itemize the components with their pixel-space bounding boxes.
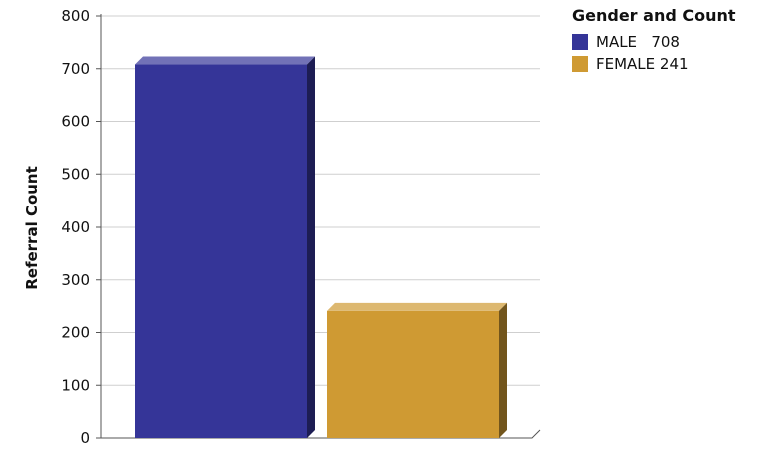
- bar-female: [327, 302, 507, 438]
- y-tick-label: 0: [80, 429, 90, 447]
- legend-item-male: MALE 708: [572, 31, 736, 53]
- y-tick-label: 400: [61, 218, 90, 236]
- legend-title: Gender and Count: [572, 6, 736, 25]
- bar-male-front: [135, 64, 307, 438]
- y-axis-title: Referral Count: [23, 166, 41, 290]
- y-tick-label: 700: [61, 60, 90, 78]
- legend: Gender and Count MALE 708 FEMALE 241: [572, 6, 736, 75]
- legend-label-male: MALE 708: [596, 33, 680, 51]
- bar-female-side: [499, 302, 507, 438]
- legend-item-female: FEMALE 241: [572, 53, 736, 75]
- bar-female-top: [327, 302, 507, 311]
- legend-swatch-male: [572, 34, 588, 50]
- y-tick-label: 500: [61, 165, 90, 183]
- y-tick-label: 100: [61, 376, 90, 394]
- y-tick-label: 800: [61, 7, 90, 25]
- bars: [135, 56, 507, 438]
- y-tick-label: 300: [61, 271, 90, 289]
- bar-male-side: [307, 56, 315, 438]
- y-tick-labels: 0 100 200 300 400 500 600 700 800: [61, 7, 90, 447]
- y-tick-label: 600: [61, 113, 90, 131]
- bar-male: [135, 56, 315, 438]
- legend-label-female: FEMALE 241: [596, 55, 689, 73]
- bar-female-front: [327, 310, 499, 438]
- legend-swatch-female: [572, 56, 588, 72]
- bar-male-top: [135, 56, 315, 65]
- y-tick-label: 200: [61, 324, 90, 342]
